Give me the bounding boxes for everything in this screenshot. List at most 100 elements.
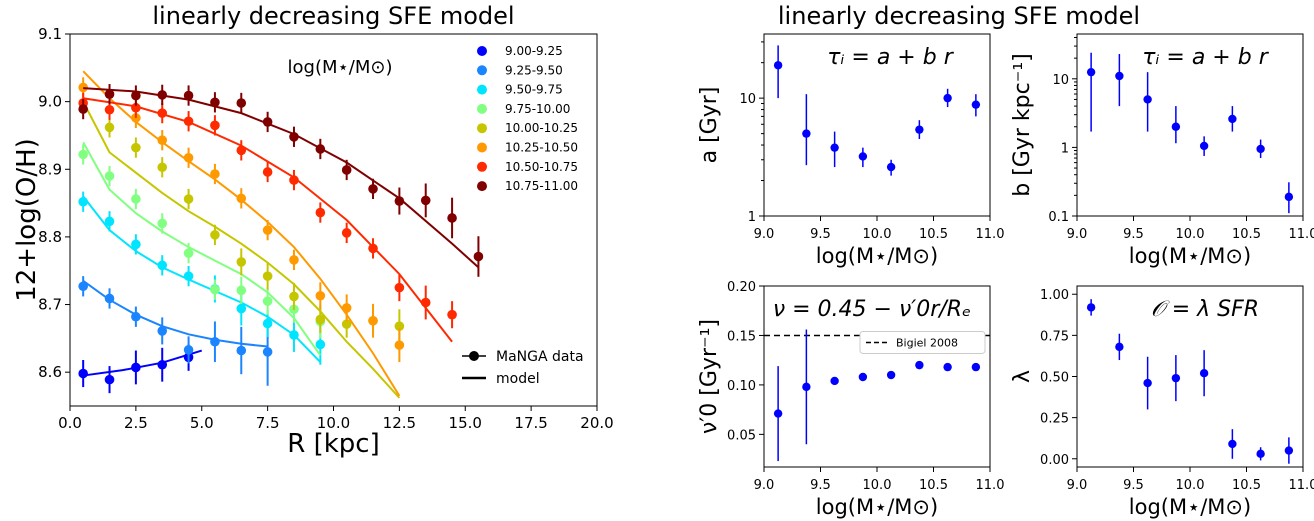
- y-tick-label: 8.9: [38, 160, 62, 178]
- data-point: [447, 309, 457, 320]
- y-tick-label: 0.1: [1048, 210, 1069, 225]
- data-point: [289, 132, 299, 142]
- data-point: [236, 285, 247, 296]
- x-axis-label: log(M⋆/M⊙): [1129, 244, 1251, 268]
- chart-title: linearly decreasing SFE model: [152, 2, 514, 30]
- y-tick-label: 0.15: [727, 329, 756, 344]
- data-point: [802, 382, 811, 392]
- data-point: [915, 360, 924, 370]
- x-tick-label: 10.5: [1232, 478, 1261, 493]
- x-tick-label: 9.0: [1067, 227, 1088, 242]
- data-point: [1115, 71, 1124, 81]
- data-point: [1199, 369, 1209, 378]
- x-tick-label: 11.0: [1289, 227, 1314, 242]
- data-point: [915, 125, 924, 134]
- model-line: [82, 280, 268, 348]
- data-point: [1256, 449, 1265, 459]
- data-point: [210, 97, 220, 108]
- y-axis-label: λ: [1010, 370, 1035, 383]
- data-point: [78, 281, 88, 292]
- panel-annotation: ν = 0.45 − ν′0r/Rₑ: [773, 297, 971, 322]
- legend-label: 9.25-9.50: [505, 63, 563, 77]
- x-tick-label: 10.0: [317, 414, 350, 432]
- y-tick-label: 10: [1052, 73, 1069, 88]
- legend-marker: [477, 123, 487, 134]
- data-point: [78, 82, 88, 93]
- data-point: [289, 175, 299, 185]
- y-tick-label: 0.10: [727, 379, 756, 394]
- model-line: [82, 195, 322, 363]
- data-point: [773, 409, 783, 418]
- x-tick-label: 9.5: [1123, 227, 1144, 242]
- data-point: [394, 321, 405, 331]
- data-point: [183, 271, 194, 281]
- data-point: [943, 362, 952, 372]
- data-point: [157, 90, 168, 100]
- legend-marker: [477, 46, 487, 56]
- data-point: [420, 195, 431, 206]
- y-tick-label: 9.1: [38, 25, 62, 43]
- data-point: [104, 104, 115, 115]
- x-axis-label: log(M⋆/M⊙): [1129, 495, 1251, 519]
- data-point: [104, 216, 115, 227]
- data-point: [1086, 67, 1096, 77]
- data-point: [131, 362, 141, 373]
- x-axis-label: R [kpc]: [287, 429, 379, 459]
- x-tick-label: 9.5: [1123, 478, 1144, 493]
- x-tick-label: 7.5: [256, 414, 280, 432]
- data-point: [1171, 122, 1181, 131]
- y-tick-label: 0.25: [1040, 412, 1069, 427]
- legend-label: 10.25-10.50: [505, 141, 578, 155]
- y-axis-label: 12+log(O/H): [12, 138, 42, 302]
- data-point: [858, 152, 868, 161]
- data-point: [183, 194, 194, 204]
- data-point: [315, 290, 326, 301]
- data-point: [131, 90, 141, 101]
- reference-legend-label: Bigiel 2008: [896, 336, 958, 349]
- legend-label: 10.00-10.25: [505, 121, 578, 135]
- x-tick-label: 11.0: [1289, 478, 1314, 493]
- data-point: [447, 213, 457, 223]
- data-point: [104, 89, 115, 99]
- series-9.00-9.25: [78, 343, 203, 394]
- legend-marker: [477, 84, 487, 95]
- data-point: [104, 122, 115, 133]
- data-point: [368, 184, 378, 194]
- data-point: [1199, 141, 1209, 151]
- data-point: [341, 319, 352, 329]
- legend-marker: [477, 161, 487, 172]
- x-tick-label: 5.0: [190, 414, 214, 432]
- data-point: [78, 196, 88, 207]
- data-point: [315, 207, 326, 218]
- data-point: [210, 120, 220, 131]
- series-10.50-10.75: [78, 92, 457, 343]
- y-axis-label: b [Gyr kpc⁻¹]: [1010, 53, 1035, 196]
- x-tick-label: 9.0: [754, 478, 775, 493]
- data-point: [1171, 373, 1181, 383]
- data-point: [183, 152, 194, 163]
- x-axis-label: log(M⋆/M⊙): [816, 495, 938, 519]
- data-point: [1228, 114, 1237, 124]
- data-point: [262, 318, 273, 329]
- data-point: [157, 135, 168, 145]
- data-point: [104, 374, 115, 385]
- data-point: [1228, 439, 1237, 449]
- legend-label: MaNGA data: [496, 349, 584, 365]
- y-tick-label: 8.6: [38, 363, 62, 381]
- data-point: [131, 239, 141, 250]
- x-tick-label: 10.0: [863, 227, 892, 242]
- panel-annotation: τᵢ = a + b r: [827, 45, 954, 70]
- y-tick-label: 0.00: [1040, 453, 1069, 468]
- data-point: [183, 248, 194, 258]
- model-line: [82, 101, 401, 399]
- data-point: [394, 196, 405, 206]
- data-point: [157, 260, 168, 271]
- data-point: [971, 362, 981, 372]
- data-point: [420, 297, 431, 308]
- data-point: [394, 282, 405, 293]
- data-point: [78, 104, 88, 114]
- x-tick-label: 10.0: [1176, 478, 1205, 493]
- data-point: [210, 284, 220, 295]
- x-tick-label: 10.5: [919, 227, 948, 242]
